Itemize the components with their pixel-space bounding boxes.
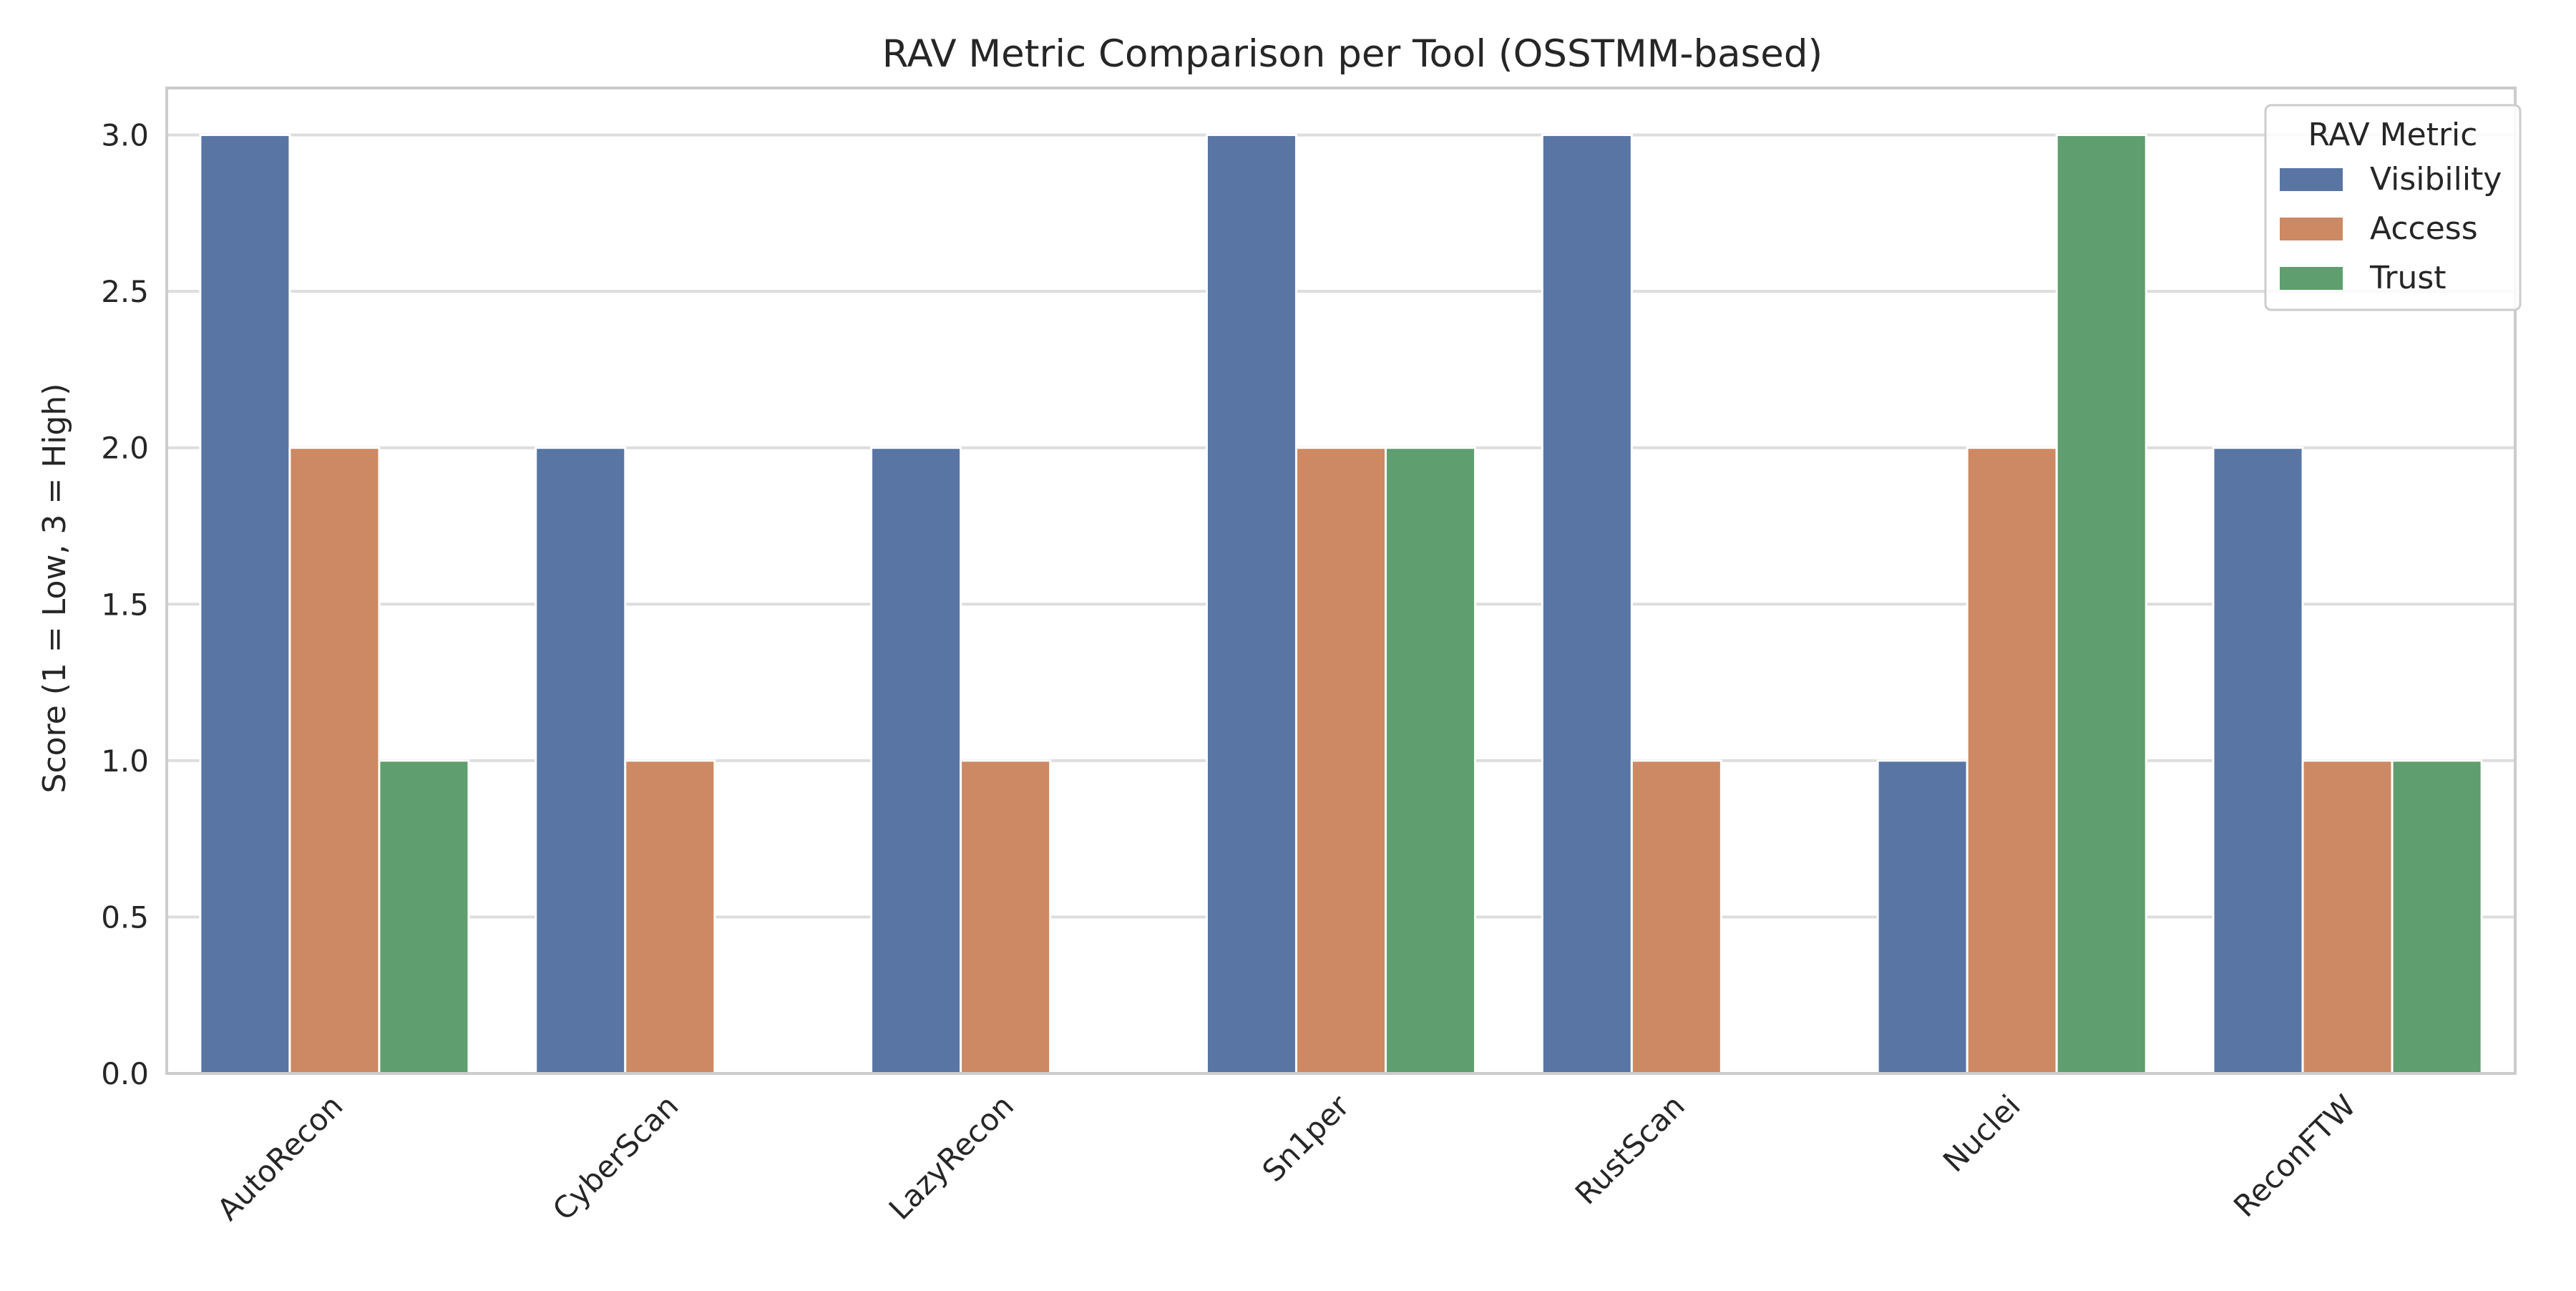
legend-label-access: Access (2370, 210, 2478, 247)
bar-visibility-nuclei (1876, 759, 1968, 1075)
legend-entries: Visibility Access Trust (2280, 161, 2502, 296)
y-tick-label: 0.0 (101, 1056, 149, 1091)
bar-access-cyberscan (624, 759, 716, 1075)
bar-visibility-sn1per (1205, 134, 1297, 1075)
y-axis-label: Score (1 = Low, 3 = High) (36, 384, 73, 794)
y-tick-label: 3.0 (101, 118, 149, 153)
bar-trust-nuclei (2055, 134, 2147, 1075)
chart-title: RAV Metric Comparison per Tool (OSSTMM-b… (882, 32, 1823, 76)
bar-access-nuclei (1966, 447, 2058, 1075)
bar-trust-reconftw (2391, 759, 2483, 1075)
legend-label-visibility: Visibility (2370, 161, 2502, 198)
bar-visibility-reconftw (2212, 447, 2304, 1075)
x-tick-label: RustScan (1568, 1088, 1692, 1211)
legend-box (2264, 104, 2522, 311)
bar-trust-sn1per (1385, 447, 1477, 1075)
bar-access-lazyrecon (960, 759, 1052, 1075)
plot-frame (165, 87, 2517, 1075)
legend-label-trust: Trust (2369, 260, 2446, 296)
bar-visibility-cyberscan (535, 447, 627, 1075)
bar-visibility-rustscan (1541, 134, 1633, 1075)
bar-access-autorecon (288, 447, 381, 1075)
bar-access-rustscan (1630, 759, 1722, 1075)
legend-swatch-visibility (2280, 168, 2343, 191)
bars-layer (199, 134, 2483, 1075)
x-tick-label: AutoRecon (210, 1088, 349, 1227)
bar-visibility-autorecon (199, 134, 291, 1075)
bar-access-sn1per (1294, 447, 1387, 1075)
bar-trust-autorecon (378, 759, 470, 1075)
y-tick-label: 2.0 (101, 431, 149, 466)
y-tick-label: 1.5 (101, 587, 149, 622)
legend-swatch-trust (2280, 267, 2343, 290)
bar-visibility-lazyrecon (870, 447, 962, 1075)
x-tick-label: ReconFTW (2227, 1088, 2363, 1224)
legend: RAV Metric Visibility Access Trust (2264, 104, 2522, 311)
y-tick-label: 0.5 (101, 900, 149, 935)
y-tick-label: 2.5 (101, 274, 149, 309)
legend-title: RAV Metric (2308, 117, 2478, 153)
y-tick-label: 1.0 (101, 744, 149, 779)
x-tick-label: Nuclei (1936, 1088, 2027, 1179)
x-tick-label: Sn1per (1256, 1088, 1357, 1189)
x-tick-label: LazyRecon (882, 1088, 1020, 1226)
bar-access-reconftw (2301, 759, 2394, 1075)
x-tick-label: CyberScan (546, 1088, 685, 1227)
legend-swatch-access (2280, 218, 2343, 240)
